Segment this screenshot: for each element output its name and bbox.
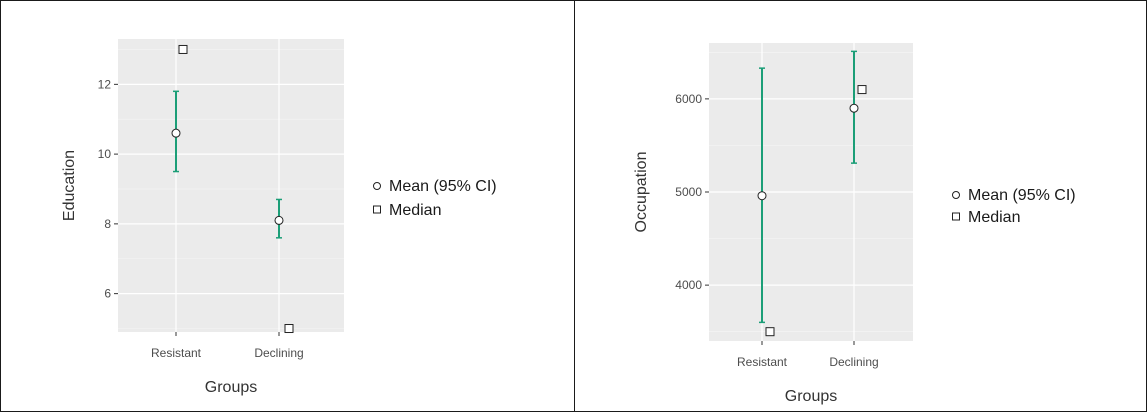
- mean-point: [757, 191, 767, 201]
- legend-label-mean: Mean (95% CI): [389, 178, 497, 195]
- mean-point: [274, 215, 284, 225]
- legend-label-median: Median: [968, 209, 1020, 226]
- y-tick-label: 6: [104, 287, 111, 301]
- legend-median-square-icon: [952, 212, 960, 221]
- y-tick-label: 12: [98, 77, 112, 91]
- x-tick-label: Declining: [829, 355, 878, 369]
- x-tick-label: Declining: [254, 346, 303, 360]
- major-gridlines: [118, 39, 344, 332]
- median-point: [284, 324, 294, 334]
- data-marks: [757, 50, 867, 337]
- x-axis-title: Groups: [205, 379, 257, 396]
- x-tick-label: Resistant: [151, 346, 202, 360]
- y-axis-title: Occupation: [633, 152, 650, 233]
- y-tick-label: 6000: [675, 92, 702, 106]
- occupation-chart: 4000 5000 6000 Resistant Declining Groups O…: [633, 43, 1076, 405]
- y-axis: 6 8 10 12: [98, 77, 118, 301]
- mean-point: [171, 128, 181, 138]
- legend-mean-circle-icon: [952, 191, 960, 199]
- median-point: [765, 327, 775, 337]
- mean-point: [849, 103, 859, 113]
- y-tick-label: 8: [104, 217, 111, 231]
- y-tick-label: 4000: [675, 278, 702, 292]
- x-axis-title: Groups: [785, 388, 837, 405]
- median-point: [857, 85, 867, 95]
- legend-label-mean: Mean (95% CI): [968, 187, 1076, 204]
- data-marks: [171, 44, 294, 334]
- minor-gridlines: [709, 52, 913, 332]
- y-tick-label: 5000: [675, 185, 702, 199]
- minor-gridlines: [118, 49, 344, 329]
- y-axis: 4000 5000 6000: [675, 92, 709, 292]
- plot-background: [118, 39, 344, 332]
- legend: Mean (95% CI) Median: [373, 178, 497, 219]
- median-point: [178, 44, 188, 54]
- legend: Mean (95% CI) Median: [952, 187, 1076, 226]
- education-chart: 6 8 10 12 Resistant Declining Groups Educati…: [61, 39, 497, 396]
- y-tick-label: 10: [98, 147, 112, 161]
- y-axis-title: Education: [61, 150, 78, 221]
- occupation-chart-panel: 4000 5000 6000 Resistant Declining Groups O…: [574, 0, 1147, 412]
- x-axis: Resistant Declining: [151, 332, 304, 360]
- legend-mean-circle-icon: [373, 182, 381, 190]
- x-tick-label: Resistant: [737, 355, 788, 369]
- education-chart-panel: 6 8 10 12 Resistant Declining Groups Educati…: [0, 0, 575, 412]
- legend-median-square-icon: [373, 205, 381, 214]
- legend-label-median: Median: [389, 202, 441, 219]
- x-axis: Resistant Declining: [737, 341, 879, 369]
